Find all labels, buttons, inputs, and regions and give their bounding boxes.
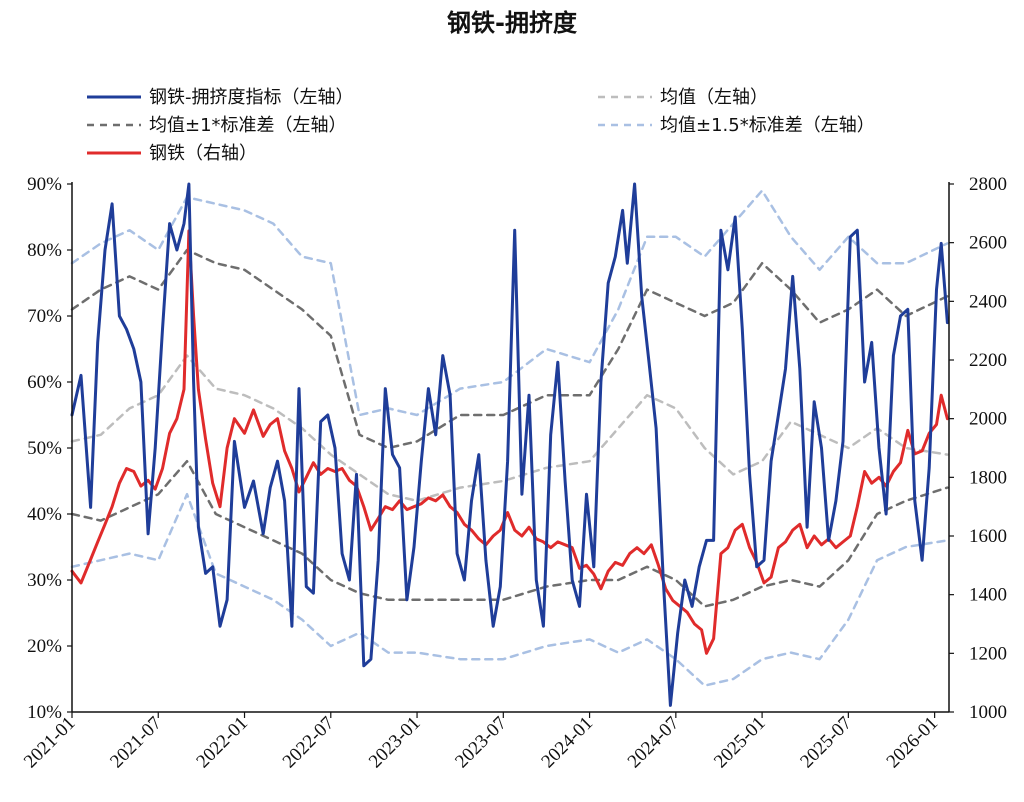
chart-title: 钢铁-拥挤度	[447, 9, 578, 37]
legend: 钢铁-拥挤度指标（左轴） 均值（左轴） 均值±1*标准差（左轴） 均值±1.5*标准差…	[87, 87, 875, 164]
series-line-6	[70, 229, 949, 655]
right-tick-label: 1200	[969, 643, 1007, 664]
series-line-3	[70, 459, 949, 608]
right-tick-label: 2200	[969, 350, 1007, 371]
x-tick-label: 2025-01	[710, 713, 770, 773]
legend-label: 均值±1*标准差（左轴）	[149, 115, 347, 136]
left-tick-label: 50%	[27, 438, 62, 459]
left-tick-label: 80%	[27, 240, 62, 261]
x-tick-label: 2022-07	[279, 713, 339, 773]
x-tick-label: 2024-01	[537, 713, 597, 773]
legend-label: 钢铁-拥挤度指标（左轴）	[149, 87, 354, 108]
x-tick-label: 2026-01	[883, 713, 943, 773]
right-tick-label: 1800	[969, 467, 1007, 488]
left-tick-label: 90%	[27, 174, 62, 195]
left-tick-label: 40%	[27, 504, 62, 525]
left-tick-label: 60%	[27, 372, 62, 393]
right-tick-label: 2800	[969, 174, 1007, 195]
x-tick-label: 2025-07	[796, 713, 856, 773]
x-tick-label: 2021-07	[106, 713, 166, 773]
series-line-5	[70, 492, 949, 687]
left-tick-label: 20%	[27, 636, 62, 657]
left-tick-label: 30%	[27, 570, 62, 591]
legend-label: 均值±1.5*标准差（左轴）	[660, 115, 875, 136]
series-line-0	[70, 182, 949, 707]
left-tick-label: 10%	[27, 702, 62, 723]
x-tick-label: 2023-07	[451, 713, 511, 773]
legend-label: 钢铁（右轴）	[149, 143, 257, 164]
right-tick-label: 2000	[969, 409, 1007, 430]
left-tick-label: 70%	[27, 306, 62, 327]
series-line-1	[70, 354, 949, 503]
x-tick-label: 2024-07	[624, 713, 684, 773]
x-tick-label: 2022-01	[192, 713, 252, 773]
legend-label: 均值（左轴）	[660, 87, 768, 108]
series-line-4	[70, 189, 949, 417]
x-tick-label: 2023-01	[365, 713, 425, 773]
right-tick-label: 1000	[969, 702, 1007, 723]
right-tick-label: 2600	[969, 233, 1007, 254]
series-layer	[70, 182, 949, 707]
right-tick-label: 1600	[969, 526, 1007, 547]
right-tick-label: 2400	[969, 291, 1007, 312]
series-line-2	[70, 248, 949, 450]
right-tick-label: 1400	[969, 585, 1007, 606]
